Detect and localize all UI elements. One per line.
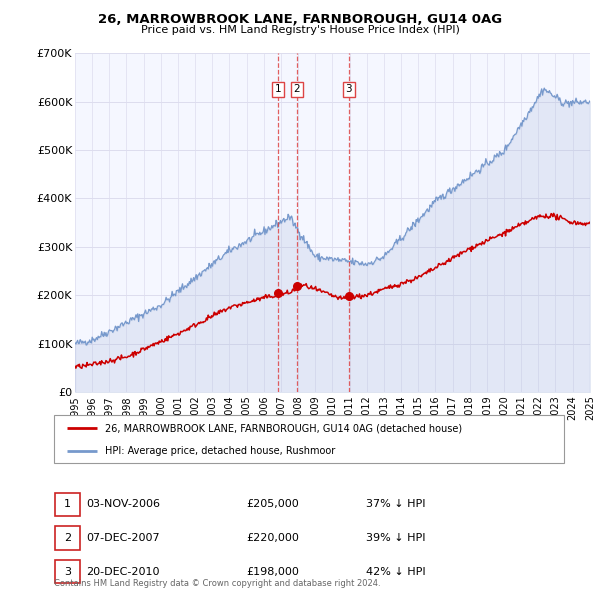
Text: 3: 3 <box>346 84 352 94</box>
Text: £205,000: £205,000 <box>247 500 299 509</box>
Text: £198,000: £198,000 <box>247 567 299 576</box>
Text: 37% ↓ HPI: 37% ↓ HPI <box>366 500 426 509</box>
Text: 03-NOV-2006: 03-NOV-2006 <box>86 500 160 509</box>
Text: 3: 3 <box>64 567 71 576</box>
FancyBboxPatch shape <box>55 493 80 516</box>
FancyBboxPatch shape <box>55 560 80 584</box>
Text: 42% ↓ HPI: 42% ↓ HPI <box>366 567 426 576</box>
FancyBboxPatch shape <box>54 415 564 463</box>
Text: 39% ↓ HPI: 39% ↓ HPI <box>366 533 426 543</box>
Text: 2: 2 <box>64 533 71 543</box>
Text: 2: 2 <box>293 84 300 94</box>
Text: HPI: Average price, detached house, Rushmoor: HPI: Average price, detached house, Rush… <box>105 446 335 456</box>
Text: 26, MARROWBROOK LANE, FARNBOROUGH, GU14 0AG: 26, MARROWBROOK LANE, FARNBOROUGH, GU14 … <box>98 13 502 26</box>
Text: Contains HM Land Registry data © Crown copyright and database right 2024.
This d: Contains HM Land Registry data © Crown c… <box>54 579 380 590</box>
Text: 1: 1 <box>275 84 281 94</box>
Text: 26, MARROWBROOK LANE, FARNBOROUGH, GU14 0AG (detached house): 26, MARROWBROOK LANE, FARNBOROUGH, GU14 … <box>105 423 462 433</box>
Text: 20-DEC-2010: 20-DEC-2010 <box>86 567 160 576</box>
Text: £220,000: £220,000 <box>247 533 299 543</box>
Text: 07-DEC-2007: 07-DEC-2007 <box>86 533 160 543</box>
Text: Price paid vs. HM Land Registry's House Price Index (HPI): Price paid vs. HM Land Registry's House … <box>140 25 460 35</box>
FancyBboxPatch shape <box>55 526 80 550</box>
Text: 1: 1 <box>64 500 71 509</box>
